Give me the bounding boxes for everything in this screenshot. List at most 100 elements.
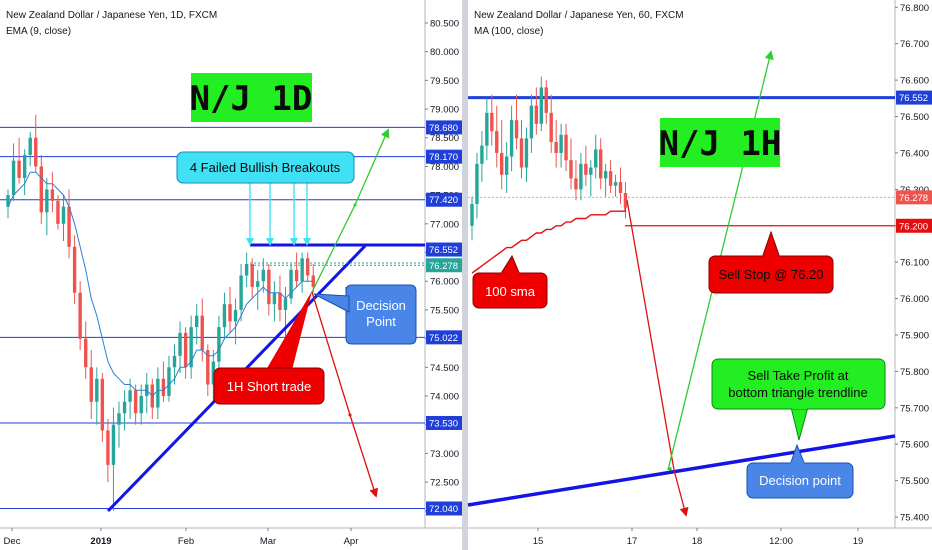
cdl-1d-body-16: [95, 378, 99, 402]
cdl-1d-body-34: [195, 315, 199, 328]
daily-ema-line: [7, 171, 314, 397]
timeframe-badge-1d-label: N/J 1D: [190, 79, 313, 119]
take-profit-callout-line2: bottom triangle trendline: [728, 385, 867, 400]
cdl-1d-body-31: [178, 332, 182, 356]
cdl-1h-body-22: [579, 163, 583, 190]
cdl-1d-body-32: [183, 332, 188, 368]
price-tick-label-1d-14: 79.000: [430, 105, 459, 116]
cdl-1d-body-6: [39, 166, 43, 213]
cdl-1h-body-23: [584, 163, 588, 175]
cdl-1h-body-2: [480, 145, 484, 164]
time-tick-label-1d-0: Dec: [4, 536, 21, 547]
cdl-1d-body-41: [233, 309, 238, 322]
cdl-1h-body-31: [623, 192, 628, 208]
cdl-1h-body-15: [544, 87, 548, 113]
price-tick-label-1h-1: 75.500: [900, 476, 929, 487]
cdl-1h-body-12: [529, 105, 534, 139]
cdl-1h-body-30: [618, 182, 623, 193]
cdl-1h-body-5: [495, 131, 499, 153]
price-tick-label-1d-8: 76.000: [430, 277, 459, 288]
cdl-1d-body-40: [228, 304, 232, 322]
timeframe-badge-1h: N/J 1H: [659, 118, 781, 167]
cdl-1h-body-3: [485, 112, 489, 146]
price-tick-label-1d-16: 80.000: [430, 47, 459, 58]
hourly-chart-title: New Zealand Dollar / Japanese Yen, 60, F…: [474, 10, 684, 21]
take-profit-callout-bg: [711, 358, 886, 410]
price-tick-label-1d-17: 80.500: [430, 18, 459, 29]
cdl-1d-body-30: [172, 355, 177, 368]
cdl-1h-body-25: [594, 149, 598, 168]
take-profit-callout-join: [792, 406, 807, 409]
price-tick-label-1d-13: 78.500: [430, 133, 459, 144]
cdl-1d-body-53: [300, 258, 304, 282]
cdl-1h-body-1: [475, 163, 479, 204]
price-tag-bg-1h-0: [896, 90, 932, 105]
cdl-1d-body-14: [84, 338, 88, 368]
failed-breakout-arrows: [246, 182, 311, 246]
price-tick-label-1h-14: 76.800: [900, 3, 929, 14]
cdl-1h-body-17: [554, 142, 558, 153]
short-trade-callout: 1H Short trade: [213, 291, 325, 405]
cdl-1d-body-13: [78, 292, 82, 339]
cdl-1d-body-35: [200, 315, 204, 351]
timeframe-badge-1h-bg: [660, 118, 780, 167]
decision-point-callout-1h: Decision point: [746, 443, 854, 499]
cdl-1d-body-3: [22, 154, 27, 178]
price-tag-label-1d-2: 77.420: [429, 195, 458, 206]
timeframe-badge-1d-bg: [191, 73, 312, 122]
sma-callout-label: 100 sma: [485, 284, 536, 299]
hourly-bearish-arrow: [626, 199, 689, 517]
sma-callout: 100 sma: [472, 254, 548, 309]
daily-indicator-label: EMA (9, close): [6, 26, 71, 37]
cdl-1h-body-28: [608, 171, 613, 186]
cdl-1d-body-4: [28, 137, 32, 155]
failed-breakouts-callout-bg: [176, 151, 355, 184]
time-tick-label-1h-3: 12:00: [769, 536, 793, 547]
price-tick-label-1h-3: 75.700: [900, 403, 929, 414]
cdl-1d-body-52: [294, 269, 299, 282]
cdl-1d-body-36: [206, 350, 210, 385]
daily-price-tags: 78.680 78.170 77.420 76.552 76.278 75.022 73.5…: [426, 120, 462, 516]
cdl-1d-body-8: [50, 189, 55, 201]
sell-stop-callout-label: Sell Stop @ 76.20: [719, 267, 824, 282]
time-tick-label-1h-1: 17: [627, 536, 638, 547]
cdl-1d-body-49: [278, 292, 282, 310]
panel-separator: [462, 0, 468, 550]
cdl-1d-body-11: [67, 206, 71, 247]
price-tick-label-1h-7: 76.100: [900, 258, 929, 269]
price-tag-label-1d-1: 78.170: [429, 152, 458, 163]
price-tag-label-1h-2: 76.200: [899, 221, 928, 232]
timeframe-badge-1d: N/J 1D: [190, 73, 313, 122]
time-tick-label-1h-4: 19: [853, 536, 864, 547]
hourly-sma-line: [471, 207, 627, 274]
price-tick-label-1h-10: 76.400: [900, 148, 929, 159]
decision-point-callout-1h-label: Decision point: [759, 473, 841, 488]
cdl-1d-body-54: [306, 258, 310, 276]
cdl-1h-body-7: [504, 156, 509, 175]
time-tick-label-1d-1: 2019: [90, 536, 111, 547]
hourly-candles: [470, 76, 628, 241]
cdl-1d-body-15: [89, 367, 93, 402]
cdl-1h-body-14: [539, 87, 543, 124]
hourly-decision-pivot: [668, 467, 672, 471]
cdl-1h-body-4: [490, 112, 494, 132]
price-tick-label-1h-9: 76.300: [900, 185, 929, 196]
price-tag-bg-1d-3: [426, 242, 462, 257]
price-tag-bg-1h-1: [896, 190, 932, 205]
price-tag-label-1d-4: 76.278: [429, 261, 458, 272]
daily-bullish-pivot: [353, 203, 357, 207]
price-tick-label-1d-10: 77.000: [430, 219, 459, 230]
price-tag-bg-1d-5: [426, 330, 462, 345]
cdl-1d-body-46: [261, 269, 265, 282]
cdl-1d-body-2: [17, 160, 21, 178]
decision-point-callout-1d-pointer: [313, 293, 350, 313]
price-tag-bg-1d-6: [426, 415, 462, 430]
price-tick-label-1d-4: 74.000: [430, 392, 459, 403]
cdl-1d-body-18: [106, 430, 110, 465]
price-tick-label-1h-5: 75.900: [900, 331, 929, 342]
cdl-1h-body-11: [524, 138, 529, 168]
time-tick-label-1d-4: Apr: [344, 536, 359, 547]
time-tick-label-1d-2: Feb: [178, 536, 194, 547]
price-tag-label-1d-7: 72.040: [429, 504, 458, 515]
cdl-1h-body-21: [574, 178, 578, 190]
